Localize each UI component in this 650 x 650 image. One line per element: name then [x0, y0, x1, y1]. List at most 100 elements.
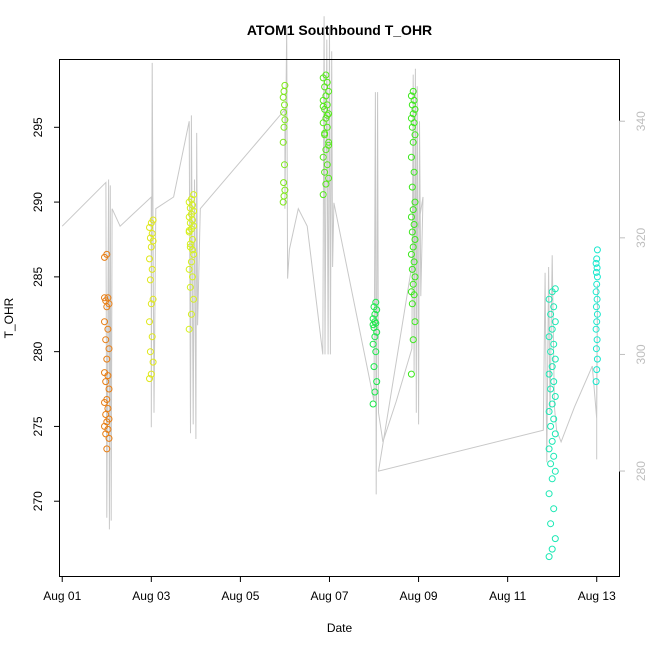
series-1: [146, 216, 157, 383]
data-point: [547, 520, 555, 528]
data-point: [409, 243, 417, 251]
data-point: [189, 273, 196, 281]
data-point: [280, 123, 288, 131]
data-point: [407, 250, 415, 258]
data-point: [325, 138, 333, 146]
data-point: [281, 116, 289, 124]
data-point: [550, 415, 558, 423]
data-point: [592, 303, 600, 311]
data-point: [146, 348, 154, 356]
data-point: [593, 318, 601, 326]
x-tick-label: Aug 13: [578, 589, 616, 603]
data-point: [373, 378, 381, 386]
x-axis: Aug 01 Aug 03 Aug 05 Aug 07 Aug 09 Aug 11 Aug …: [43, 576, 616, 603]
y-tick-label: 285: [31, 267, 45, 287]
data-point: [323, 111, 331, 119]
data-point: [185, 325, 193, 333]
data-point: [369, 340, 377, 348]
data-point: [551, 467, 559, 475]
data-point: [411, 318, 419, 326]
data-point: [408, 265, 416, 273]
data-point: [550, 303, 558, 311]
data-point: [548, 363, 556, 371]
series-8: [592, 246, 601, 386]
secondary-y-axis: 280 300 320 340: [619, 111, 648, 481]
data-point: [593, 310, 601, 318]
data-point: [319, 153, 327, 161]
track-line-layer: [61, 16, 599, 530]
data-point: [104, 405, 112, 412]
data-point: [101, 369, 108, 377]
data-point: [551, 430, 559, 438]
data-point: [407, 370, 415, 378]
data-point: [280, 179, 288, 187]
data-point: [545, 370, 553, 378]
data-point: [407, 114, 415, 122]
data-point: [407, 288, 415, 296]
data-point: [148, 265, 156, 273]
data-point: [105, 415, 113, 423]
data-point: [102, 411, 110, 418]
data-point: [551, 535, 559, 543]
data-point: [146, 318, 153, 326]
y-tick-label: 270: [31, 491, 45, 511]
data-point: [407, 92, 415, 100]
data-point: [185, 227, 193, 234]
data-point: [545, 408, 553, 415]
y2-tick-label: 320: [634, 227, 648, 247]
data-point: [545, 553, 553, 561]
y-tick-label: 275: [31, 416, 45, 436]
track-line: [61, 16, 599, 530]
data-point: [408, 300, 416, 308]
data-point: [279, 138, 287, 146]
x-tick-label: Aug 09: [400, 589, 438, 603]
data-point: [408, 101, 416, 109]
data-point: [185, 265, 193, 273]
data-point: [409, 206, 417, 214]
x-tick-label: Aug 01: [43, 589, 81, 603]
data-point: [548, 545, 556, 553]
data-point: [593, 355, 601, 363]
data-point: [149, 358, 157, 366]
data-point: [407, 153, 415, 161]
data-point: [321, 168, 329, 176]
data-point: [102, 336, 110, 344]
data-point: [101, 318, 108, 326]
x-tick-label: Aug 11: [489, 589, 526, 603]
data-point: [370, 363, 378, 371]
data-point: [550, 452, 558, 460]
data-point: [410, 168, 418, 176]
data-point: [104, 294, 112, 302]
data-point: [551, 285, 559, 293]
data-point: [409, 110, 417, 118]
data-point: [189, 246, 196, 254]
data-point: [548, 325, 556, 333]
data-point: [369, 400, 377, 408]
data-point: [550, 340, 558, 348]
data-point: [545, 295, 553, 303]
data-point: [408, 228, 416, 236]
data-point: [592, 325, 600, 333]
data-point: [281, 101, 288, 109]
data-point: [323, 78, 331, 86]
data-point: [103, 445, 111, 453]
data-point: [322, 71, 330, 79]
data-point: [371, 333, 379, 341]
data-point: [548, 437, 556, 445]
data-point: [190, 295, 198, 303]
data-point: [593, 264, 601, 272]
data-point: [548, 400, 556, 408]
data-point: [411, 131, 419, 139]
y-tick-label: 295: [31, 117, 45, 137]
y2-tick-label: 340: [634, 111, 648, 131]
y2-tick-label: 300: [634, 344, 648, 364]
y2-tick-label: 280: [634, 461, 648, 481]
data-point: [545, 333, 553, 341]
points-layer: [101, 71, 601, 561]
x-tick-label: Aug 05: [221, 589, 259, 603]
data-point: [280, 108, 288, 116]
data-point: [102, 378, 110, 386]
data-point: [149, 295, 157, 303]
data-point: [146, 234, 154, 242]
